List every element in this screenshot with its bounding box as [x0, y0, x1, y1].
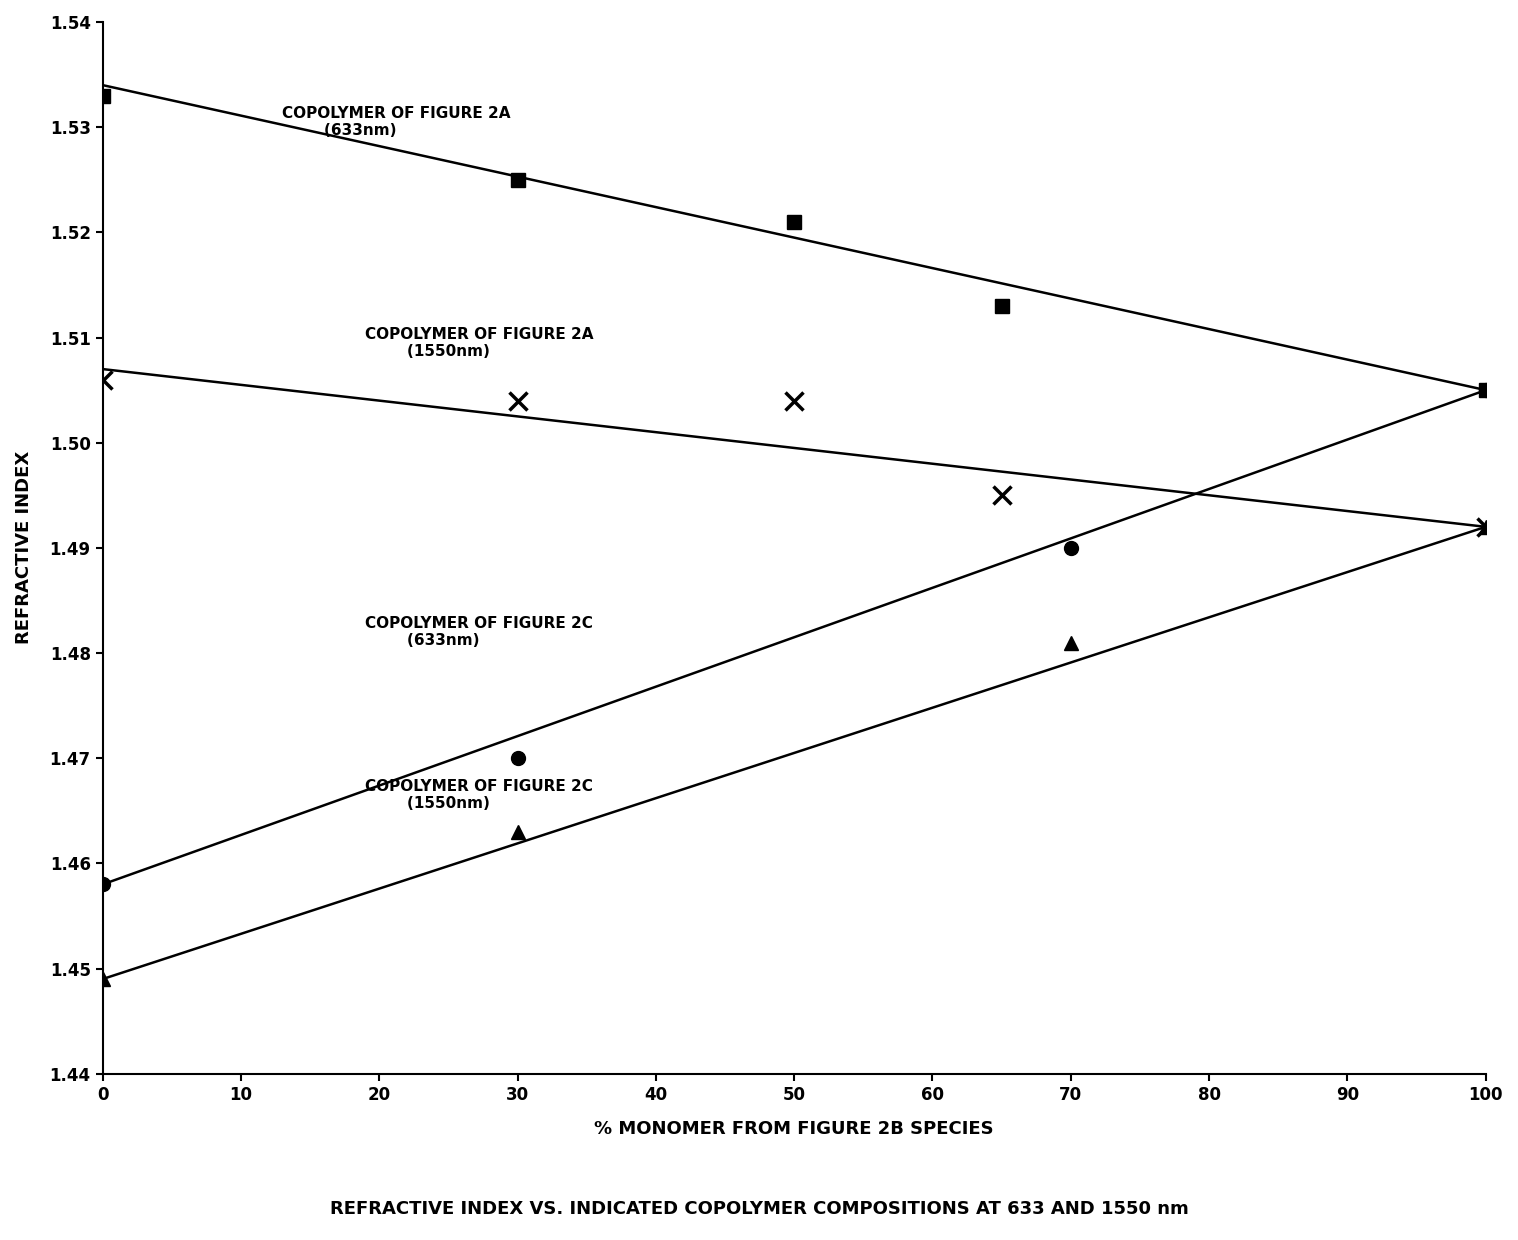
Y-axis label: REFRACTIVE INDEX: REFRACTIVE INDEX: [15, 451, 33, 645]
Text: COPOLYMER OF FIGURE 2C
        (1550nm): COPOLYMER OF FIGURE 2C (1550nm): [366, 779, 594, 811]
Text: COPOLYMER OF FIGURE 2A
        (633nm): COPOLYMER OF FIGURE 2A (633nm): [282, 105, 512, 138]
Text: COPOLYMER OF FIGURE 2C
        (633nm): COPOLYMER OF FIGURE 2C (633nm): [366, 616, 594, 649]
Text: COPOLYMER OF FIGURE 2A
        (1550nm): COPOLYMER OF FIGURE 2A (1550nm): [366, 326, 594, 358]
Text: REFRACTIVE INDEX VS. INDICATED COPOLYMER COMPOSITIONS AT 633 AND 1550 nm: REFRACTIVE INDEX VS. INDICATED COPOLYMER…: [329, 1200, 1189, 1218]
X-axis label: % MONOMER FROM FIGURE 2B SPECIES: % MONOMER FROM FIGURE 2B SPECIES: [595, 1120, 994, 1138]
